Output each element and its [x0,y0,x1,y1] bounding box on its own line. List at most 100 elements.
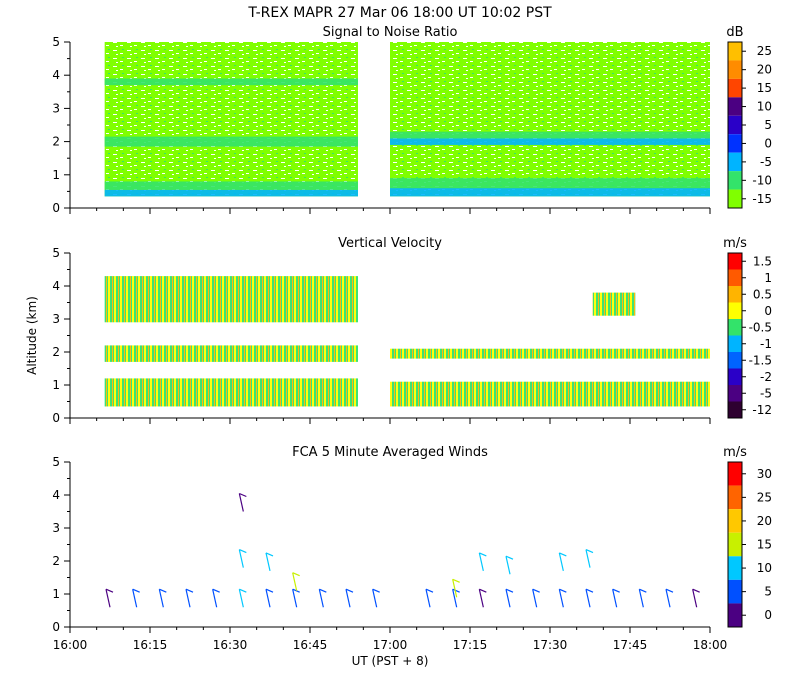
velocity-layer [390,348,710,359]
y-tick-label: 0 [52,411,60,425]
colorbar-swatch [728,97,742,116]
colorbar-label: 20 [757,63,772,77]
wind-barb-staff [505,589,511,608]
wind-barb-staff [558,552,564,572]
wind-barb-staff [478,589,484,608]
snr-layer [390,188,710,197]
wind-barb-staff [505,556,511,575]
y-tick-label: 1 [52,587,60,601]
wind-barb-staff [585,549,591,568]
wind-barb-staff [425,589,431,608]
colorbar-swatch [728,302,742,319]
wind-barb [585,549,594,568]
x-tick-label: 16:15 [133,638,168,652]
x-tick-label: 17:15 [453,638,488,652]
wind-barb [185,588,194,608]
colorbar-label: 10 [757,100,772,114]
colorbar-swatch [728,319,742,336]
wind-barb-staff [665,589,671,608]
wind-barb [452,588,460,608]
colorbar-swatch [728,532,742,557]
wind-barb-flag [505,588,514,593]
wind-barb-flag [265,552,274,557]
wind-barb-flag [292,572,300,577]
colorbar-label: -12 [752,403,772,417]
colorbar-frame [727,41,743,209]
wind-barb [372,588,380,608]
winds-colorbar-unit: m/s [723,445,747,460]
colorbar-label: 30 [757,467,772,481]
y-tick-label: 2 [52,345,60,359]
wind-barb-flag [639,588,647,593]
wind-barb-flag [505,555,514,560]
y-tick-label: 4 [52,68,60,82]
x-axis-label: UT (PST + 8) [352,654,429,668]
plot-area [105,492,700,608]
wind-barb-flag [479,552,487,557]
wind-barb-staff [185,589,191,608]
colorbar-swatch [728,556,742,580]
colorbar-label: 15 [757,81,772,95]
x-tick-label: 16:30 [213,638,248,652]
wind-barb [265,552,274,572]
colorbar-swatch [728,579,742,604]
wind-barb-staff [158,589,164,608]
wind-barb [692,588,700,608]
snr-panel: Signal to Noise Ratio dB 0 1 2 3 4 5 25 20 15 10 5… [52,25,772,215]
wind-barb-staff [238,589,244,608]
colorbar-label: -2 [760,370,772,384]
wind-barb [292,572,300,591]
wind-barb [105,588,114,608]
colorbar-label: -5 [760,386,772,400]
wind-barb-staff [105,589,111,608]
colorbar-label: 0 [764,304,772,318]
wind-barb-flag [372,588,380,593]
wind-barb-flag [665,588,674,593]
wind-barb-staff [692,589,698,608]
snr-coverage [104,42,359,197]
colorbar-swatch [728,603,742,627]
wind-barb-staff [532,589,538,608]
colorbar-swatch [728,286,742,303]
velocity-layer [104,276,359,323]
wind-barb-flag [559,552,567,557]
winds-panel-title: FCA 5 Minute Averaged Winds [292,445,488,460]
wind-barb [585,588,594,608]
wind-barb [292,588,300,608]
x-tick-label: 16:45 [293,638,328,652]
snr-colorbar-unit: dB [726,25,743,40]
colorbar-label: -0.5 [749,320,772,334]
wind-barb-flag [239,549,247,554]
wind-barb [318,588,327,608]
colorbar-label: -10 [752,173,772,187]
colorbar-swatch [728,485,742,510]
wind-barb [158,588,167,608]
wind-barb-flag [559,588,567,593]
colorbar-swatch [728,78,742,98]
vertical-velocity-panel-title: Vertical Velocity [338,236,442,251]
wind-barb [665,588,674,608]
wind-barb-flag [585,549,594,554]
plot-area [104,42,710,197]
wind-barb-flag [319,588,327,593]
colorbar-label: -5 [760,155,772,169]
wind-barb-staff [265,552,271,572]
wind-barb [558,552,567,572]
wind-barb-flag [239,588,247,593]
wind-barb-flag [585,588,594,593]
wind-barb-flag [212,588,220,593]
colorbar-swatch [728,189,742,208]
y-tick-label: 1 [52,378,60,392]
wind-barb-flag [612,588,620,593]
wind-barb [478,552,487,572]
colorbar-swatch [728,385,742,402]
wind-barb-flag [532,588,540,593]
colorbar-label: 20 [757,514,772,528]
wind-barb-staff [265,589,271,608]
chart-title: T-REX MAPR 27 Mar 06 18:00 UT 10:02 PST [247,5,552,21]
y-tick-label: 4 [52,279,60,293]
colorbar-label: 0 [764,136,772,150]
colorbar-swatch [728,509,742,533]
x-tick-label: 16:00 [53,638,88,652]
